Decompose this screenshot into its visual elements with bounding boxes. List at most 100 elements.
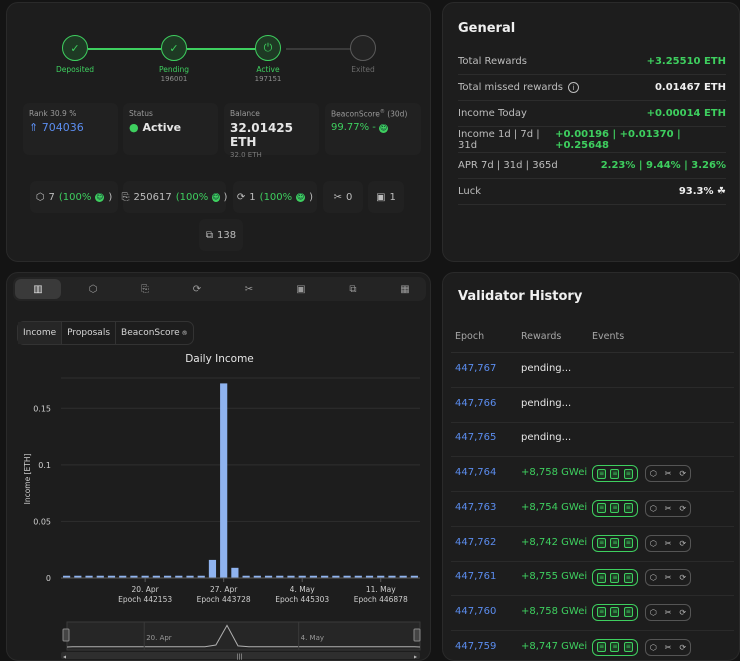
tab-withdrawals[interactable]: ⧉ xyxy=(330,279,376,299)
general-row-label-text: Luck xyxy=(458,186,482,197)
header-epoch: Epoch xyxy=(455,331,485,342)
attestation-events[interactable]: ≡ ≡ ≡ xyxy=(592,569,638,587)
source-vote-icon: ≡ xyxy=(610,607,620,618)
general-row-label-text: Income 1d | 7d | 31d xyxy=(458,128,540,151)
income-bar xyxy=(197,575,205,578)
slashing-icon: ✂ xyxy=(664,469,672,479)
other-duties-events[interactable]: ⬡ ✂ ⟳ xyxy=(645,499,691,517)
epoch-link[interactable]: 447,761 xyxy=(455,571,497,583)
cube-icon: ⬡ xyxy=(649,573,657,583)
head-vote-icon: ≡ xyxy=(597,503,607,514)
navigator-left-handle[interactable] xyxy=(62,628,70,642)
income-bar xyxy=(74,575,82,578)
epoch-link[interactable]: 447,765 xyxy=(455,432,497,444)
info-icon[interactable]: i xyxy=(568,82,579,93)
deposit-icon: ▣ xyxy=(296,283,306,295)
income-bar xyxy=(365,575,374,578)
general-row-value: +3.25510 ETH xyxy=(647,56,726,67)
source-vote-icon: ≡ xyxy=(610,503,620,514)
attestations-counter[interactable]: ⟳ 1 (100% ☺) xyxy=(233,181,317,213)
chart-subtabs: Income Proposals BeaconScore ® xyxy=(17,321,194,345)
income-bar xyxy=(253,575,261,578)
general-row-value: 2.23% | 9.44% | 3.26% xyxy=(601,160,726,171)
epoch-link[interactable]: 447,764 xyxy=(455,467,497,479)
attestation-events[interactable]: ≡ ≡ ≡ xyxy=(592,638,638,656)
slashing-icon: ✂ xyxy=(664,642,672,652)
refresh-icon: ⟳ xyxy=(679,469,687,479)
attestation-events[interactable]: ≡ ≡ ≡ xyxy=(592,465,638,483)
other-duties-events[interactable]: ⬡ ✂ ⟳ xyxy=(645,569,691,587)
step-label: Exited xyxy=(351,65,375,74)
x-tick-epoch: Epoch 443728 xyxy=(197,595,251,604)
history-row: 447,762 +8,742 GWei ≡ ≡ ≡ ⬡ ✂ ⟳ xyxy=(451,527,734,562)
y-tick-label: 0.15 xyxy=(33,404,51,413)
tab-proposals[interactable]: ⬡ xyxy=(70,279,116,299)
subtab-beaconscore[interactable]: BeaconScore ® xyxy=(116,322,193,344)
step-pending: ✓ Pending 196001 xyxy=(139,35,209,83)
general-row-value: 93.3% ☘ xyxy=(679,186,726,197)
rank-card: Rank 30.9 % ⇑ 704036 xyxy=(23,103,118,155)
general-row-label-text: Total missed rewards xyxy=(458,82,563,93)
other-duties-events[interactable]: ⬡ ✂ ⟳ xyxy=(645,603,691,621)
empty-circle-icon xyxy=(350,35,376,61)
navigator-scrollbar[interactable] xyxy=(61,652,420,659)
attestation-events[interactable]: ≡ ≡ ≡ xyxy=(592,603,638,621)
tab-attestations[interactable]: ⟳ xyxy=(174,279,220,299)
counter-value: 1 xyxy=(389,191,396,203)
x-tick-epoch: Epoch 446878 xyxy=(354,595,408,604)
beaconscore-text: 99.77% - xyxy=(331,121,376,133)
history-row: 447,759 +8,747 GWei ≡ ≡ ≡ ⬡ ✂ ⟳ xyxy=(451,631,734,660)
tab-qr[interactable]: ▦ xyxy=(382,279,428,299)
tab-slashings[interactable]: ✂ xyxy=(226,279,272,299)
income-bar xyxy=(152,575,160,578)
sync-committee-counter[interactable]: ⎘ 250617 (100% ☺) xyxy=(122,181,228,213)
other-duties-events[interactable]: ⬡ ✂ ⟳ xyxy=(645,534,691,552)
epoch-link[interactable]: 447,766 xyxy=(455,397,497,409)
navigator-series xyxy=(66,624,421,648)
counter-pct: (100% xyxy=(259,191,293,203)
validator-index[interactable]: ⇑ 704036 xyxy=(29,121,112,134)
tab-income-chart[interactable]: ▥ xyxy=(15,279,61,299)
general-row: Total Rewards +3.25510 ETH xyxy=(458,49,726,75)
refresh-icon: ⟳ xyxy=(236,191,246,203)
epoch-link[interactable]: 447,760 xyxy=(455,605,497,617)
income-bar xyxy=(388,575,396,578)
source-vote-icon: ≡ xyxy=(610,538,620,548)
general-row-label-text: APR 7d | 31d | 365d xyxy=(458,160,558,171)
history-row: 447,763 +8,754 GWei ≡ ≡ ≡ ⬡ ✂ ⟳ xyxy=(451,492,734,527)
income-bar xyxy=(242,575,250,578)
subtab-proposals[interactable]: Proposals xyxy=(62,322,117,344)
general-row-value: +0.00014 ETH xyxy=(647,108,726,119)
paren-close: ) xyxy=(223,191,228,203)
slashings-counter[interactable]: ✂ 0 xyxy=(323,181,363,213)
withdrawals-counter[interactable]: ⧉ 138 xyxy=(199,219,243,251)
tab-deposits[interactable]: ▣ xyxy=(278,279,324,299)
epoch-link[interactable]: 447,763 xyxy=(455,501,497,513)
epoch-link[interactable]: 447,762 xyxy=(455,536,497,548)
attestation-events[interactable]: ≡ ≡ ≡ xyxy=(592,499,638,517)
tab-sync[interactable]: ⎘ xyxy=(122,279,168,299)
income-bar xyxy=(332,575,340,578)
navigator-frame xyxy=(66,621,421,651)
other-duties-events[interactable]: ⬡ ✂ ⟳ xyxy=(645,465,691,483)
general-row: APR 7d | 31d | 365d 2.23% | 9.44% | 3.26% xyxy=(458,153,726,179)
navigator-right-handle[interactable] xyxy=(413,628,421,642)
cube-icon: ⬡ xyxy=(649,469,657,479)
subtab-income[interactable]: Income xyxy=(18,322,63,344)
cube-icon: ⬡ xyxy=(35,191,45,203)
beaconscore-label: BeaconScore® (30d) xyxy=(331,109,415,119)
epoch-link[interactable]: 447,759 xyxy=(455,640,497,652)
general-row-label: Total Rewards xyxy=(458,56,527,67)
attestation-events[interactable]: ≡ ≡ ≡ xyxy=(592,534,638,552)
step-exited: Exited xyxy=(328,35,398,74)
head-vote-icon: ≡ xyxy=(597,468,607,479)
slashing-icon: ✂ xyxy=(664,573,672,583)
head-vote-icon: ≡ xyxy=(597,538,607,548)
deposits-counter[interactable]: ▣ 1 xyxy=(368,181,404,213)
target-vote-icon: ≡ xyxy=(623,572,633,583)
progress-line-3 xyxy=(286,48,356,50)
epoch-link[interactable]: 447,767 xyxy=(455,363,497,374)
other-duties-events[interactable]: ⬡ ✂ ⟳ xyxy=(645,638,691,656)
proposals-counter[interactable]: ⬡ 7 (100% ☺) xyxy=(30,181,118,213)
step-label: Deposited xyxy=(55,65,95,74)
